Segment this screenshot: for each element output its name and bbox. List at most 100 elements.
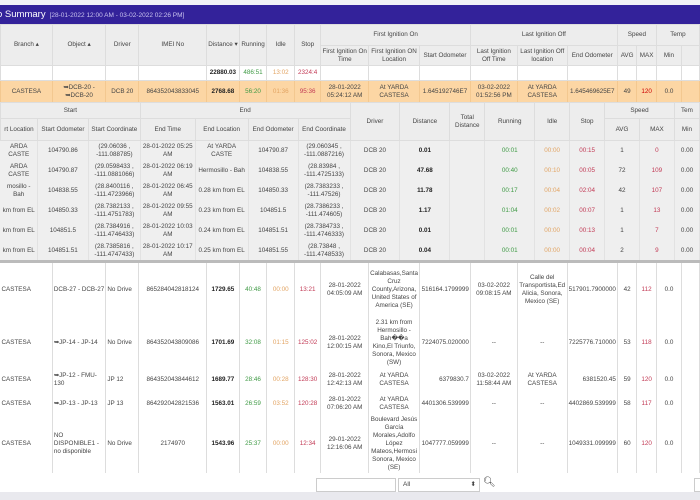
cell: 864352043809086: [138, 317, 208, 368]
cell: JP 13: [105, 392, 140, 415]
detail-row[interactable]: mosillo - Bah 104838.55 (28.8400116 , -111…: [0, 180, 700, 201]
cell: 00:01: [484, 240, 536, 261]
column-header: Total Distance: [449, 102, 486, 141]
total-cell: [616, 65, 638, 81]
cell: 00:02: [534, 200, 571, 221]
detail-row[interactable]: ARDA CASTE 104790.87 (29.0598433 , -111.08…: [0, 160, 700, 181]
table-row[interactable]: CASTESA DCB-27 - DCB-27 No Drive 8652840428…: [0, 262, 700, 318]
cell: 1701.69: [206, 317, 240, 368]
cell: 56:20: [238, 80, 268, 103]
group-header: Speed: [616, 24, 657, 46]
cell: 32:08: [239, 317, 268, 368]
cell: 00:00: [534, 240, 571, 261]
cell: 0.00: [674, 160, 700, 181]
cell: 01:36: [266, 80, 296, 103]
total-cell: 13:02: [266, 65, 296, 81]
cell: 28-01-2022 06:19 AM: [140, 160, 196, 181]
cell: 00:10: [534, 160, 571, 181]
column-header: End Odometer: [566, 45, 618, 66]
column-header: Last Ignition Off Time: [469, 45, 518, 66]
cell: 58: [617, 392, 638, 415]
cell: 0.0: [655, 80, 683, 103]
total-cell: [636, 65, 657, 81]
column-header: End Odometer: [247, 118, 299, 141]
search-input[interactable]: [316, 478, 396, 492]
filter-select[interactable]: All ⬍: [398, 478, 480, 492]
filter-value: All: [403, 481, 411, 488]
column-header[interactable]: Driver: [105, 24, 140, 66]
cell: 00:00: [534, 140, 571, 161]
table-row[interactable]: CASTESA ➥JP-12 - FMU-130 JP 12 864352043844…: [0, 367, 700, 393]
cell: At YARDA CASTE: [195, 140, 249, 161]
cell: 2768.68: [206, 80, 240, 103]
cell: (28.7382133 , -111.4751783): [88, 200, 141, 221]
total-cell: [469, 65, 518, 81]
detail-row[interactable]: km from EL 104851.5 (28.7384916 , -111.474…: [0, 220, 700, 241]
cell: Boulevard Jesús García Morales,Adolfo Ló…: [368, 414, 421, 473]
cell: 864292042821536: [138, 392, 208, 415]
column-header: Start Odometer: [36, 118, 89, 141]
column-header: MAX: [638, 118, 675, 141]
cell: 28-01-2022 04:05:09 AM: [320, 262, 370, 318]
select-arrow-icon: ⬍: [470, 481, 476, 488]
cell: 00:07: [569, 200, 606, 221]
cell: 1047777.059999: [419, 414, 471, 473]
column-header: Distance: [399, 102, 451, 141]
cell: km from EL: [0, 220, 38, 241]
cell: DCB 20: [350, 200, 401, 221]
column-header: rt Location: [0, 118, 38, 141]
cell: 0.0: [656, 392, 683, 415]
total-cell: [105, 65, 140, 81]
detail-row[interactable]: km from EL 104850.33 (28.7382133 , -111.47…: [0, 200, 700, 221]
cell: 117: [636, 392, 657, 415]
cell: 864352043844612: [138, 367, 208, 393]
table-row-expanded[interactable]: CASTESA ➥DCB-20 - ➥DCB-20 DCB 20 8643520438…: [0, 80, 700, 103]
cell: [449, 240, 486, 261]
cell: [449, 200, 486, 221]
cell: 02:04: [569, 180, 606, 201]
cell: --: [470, 392, 518, 415]
column-header: AVG: [604, 118, 640, 141]
cell: 6381520.45: [567, 367, 618, 393]
page-input[interactable]: [694, 478, 700, 492]
column-header[interactable]: Branch ▴: [0, 24, 53, 66]
cell: 28-01-2022 06:45 AM: [140, 180, 196, 201]
cell: (28.8400116 , -111.4723966): [88, 180, 141, 201]
cell: 12:34: [294, 414, 322, 473]
cell: ➥JP-12 - FMU-130: [52, 367, 107, 393]
cell: 0.00: [674, 140, 700, 161]
cell: 1: [604, 200, 640, 221]
top-strip: [0, 0, 700, 5]
cell: 42: [604, 180, 640, 201]
cell: 00:15: [569, 140, 606, 161]
cell: mosillo - Bah: [0, 180, 38, 201]
table-row[interactable]: CASTESA NO DISPONIBLE1 - no disponible No …: [0, 414, 700, 473]
cell: DCB 20: [350, 180, 401, 201]
cell: No Drive: [105, 262, 140, 318]
column-header: Running: [238, 24, 268, 66]
cell: 28:46: [239, 367, 268, 393]
cell: 53: [617, 317, 638, 368]
trip-detail-table: Start End Driver Distance Total Distance Runn…: [0, 102, 700, 261]
total-cell: 22880.03: [206, 65, 240, 81]
table-row[interactable]: CASTESA ➥JP-14 - JP-14 No Drive 86435204380…: [0, 317, 700, 368]
group-header: Tem: [673, 102, 700, 119]
total-cell: [368, 65, 421, 81]
date-range: [28-01-2022 12:00 AM - 03-02-2022 02:26 …: [49, 12, 185, 19]
detail-row[interactable]: km from EL 104851.51 (28.7385816 , -111.47…: [0, 240, 700, 261]
column-header[interactable]: IMEI No: [138, 24, 208, 66]
column-header[interactable]: Distance ▾: [206, 24, 240, 66]
cell: No Drive: [105, 317, 140, 368]
cell: 0.0: [656, 262, 683, 318]
cell: 0.0: [656, 367, 683, 393]
group-header: Temp: [655, 24, 700, 46]
total-cell: [0, 65, 53, 81]
column-header[interactable]: Object ▴: [51, 24, 107, 66]
cell: 1: [604, 140, 640, 161]
cell: --: [470, 317, 518, 368]
detail-row[interactable]: ARDA CASTE 104790.86 (29.06036 , -111.0887…: [0, 140, 700, 161]
cell: 95:36: [294, 80, 322, 103]
search-icon[interactable]: 🔍︎: [483, 477, 496, 488]
header-row: Start End Driver Distance Total Distance Runn…: [0, 102, 700, 141]
table-row[interactable]: CASTESA ➥JP-13 - JP-13 JP 13 86429204282153…: [0, 392, 700, 415]
